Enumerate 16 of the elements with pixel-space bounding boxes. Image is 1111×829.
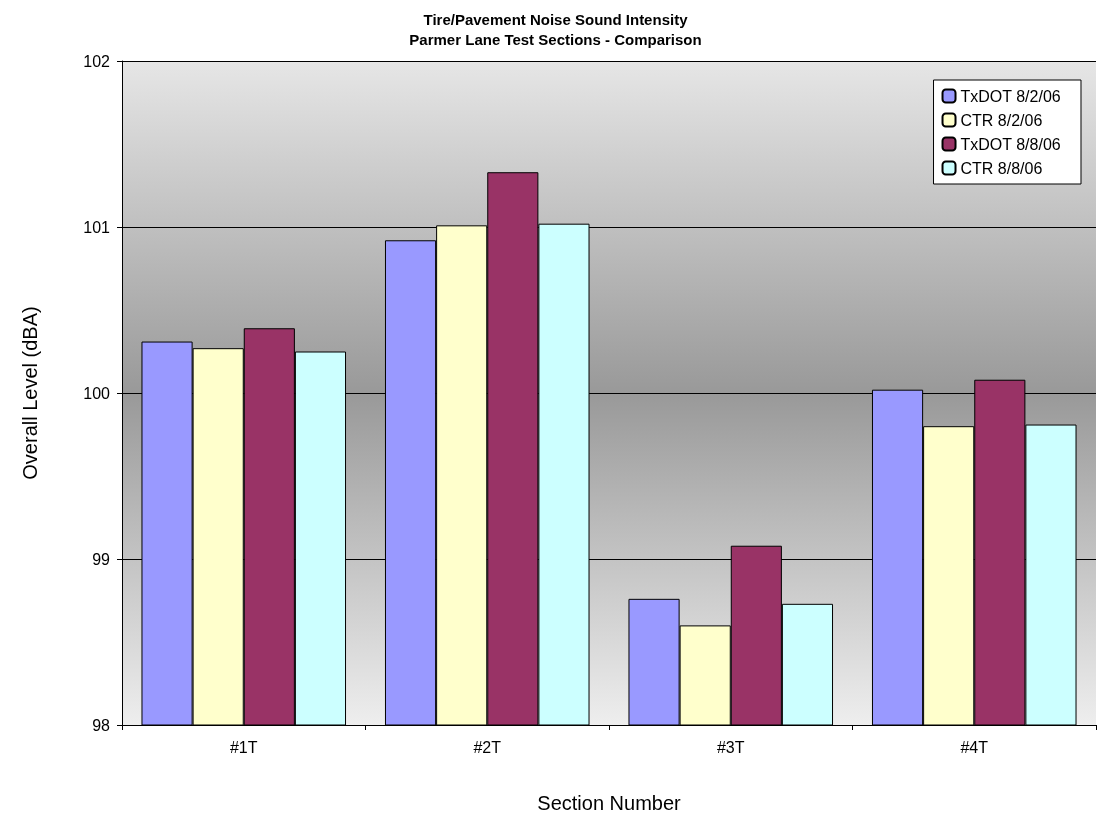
y-tick-label: 99 xyxy=(92,550,111,568)
chart-title: Tire/Pavement Noise Sound Intensity Parmer Lane Test Sections - Comparison xyxy=(409,10,702,48)
x-tick-label: #2T xyxy=(473,738,502,756)
x-tick-label: #4T xyxy=(960,738,989,756)
legend-label: TxDOT 8/8/06 xyxy=(960,135,1061,153)
y-tick-label: 102 xyxy=(83,52,111,70)
x-axis-title: Section Number xyxy=(537,792,682,814)
y-tick-label: 101 xyxy=(83,218,111,236)
x-tick-label: #1T xyxy=(229,738,258,756)
y-axis-title: Overall Level (dBA) xyxy=(19,306,41,480)
y-tick-label: 98 xyxy=(92,716,111,734)
legend-label: CTR 8/2/06 xyxy=(960,111,1043,129)
y-tick-label: 100 xyxy=(83,384,111,402)
x-tick-label: #3T xyxy=(716,738,745,756)
legend-label: TxDOT 8/2/06 xyxy=(960,87,1061,105)
legend-label: CTR 8/8/06 xyxy=(960,159,1043,177)
